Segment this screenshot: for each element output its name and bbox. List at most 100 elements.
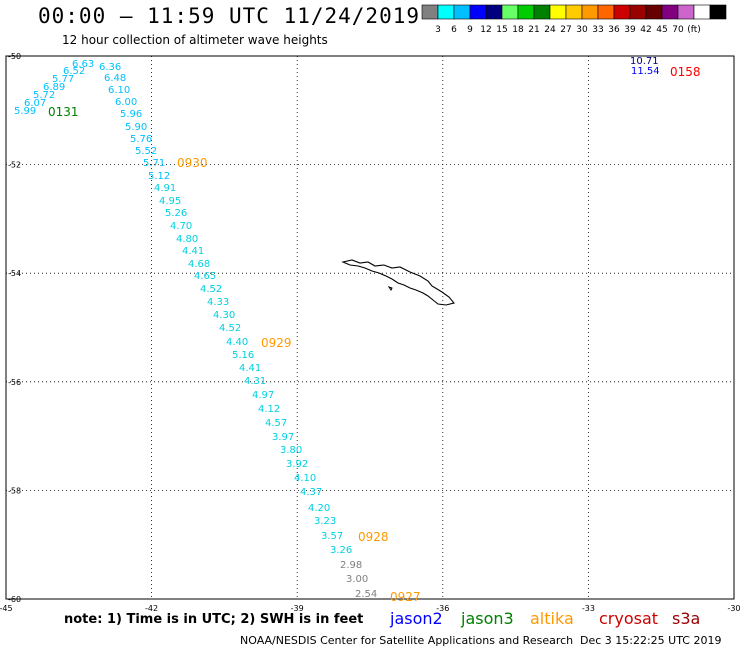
swh-label: 4.10 <box>294 473 316 484</box>
swh-label: 4.33 <box>207 297 229 308</box>
swh-label: 2.54 <box>355 589 377 600</box>
swh-label: 4.52 <box>219 323 241 334</box>
south-georgia-coastline <box>341 259 455 306</box>
islet-outline <box>387 286 393 291</box>
colorbar-label: 33 <box>592 25 603 35</box>
pass-time-label: 0929 <box>261 336 292 350</box>
lon-tick-label: -33 <box>582 604 595 613</box>
swh-label: 10.71 <box>630 56 659 67</box>
colorbar-label: 36 <box>608 25 620 35</box>
swh-label: 3.00 <box>346 574 368 585</box>
swh-label: 5.90 <box>125 122 147 133</box>
swh-label: 6.00 <box>115 97 137 108</box>
swh-label: 11.54 <box>631 66 660 77</box>
footer-note: note: 1) Time is in UTC; 2) SWH is in fe… <box>64 612 364 627</box>
swh-label: 4.31 <box>244 376 266 387</box>
swh-label: 4.91 <box>154 183 176 194</box>
map-subtitle: 12 hour collection of altimeter wave hei… <box>62 33 328 47</box>
swh-label: 4.57 <box>265 418 287 429</box>
colorbar-label: 27 <box>560 25 571 35</box>
lat-tick-label: -50 <box>8 52 21 61</box>
colorbar-label: 39 <box>624 25 636 35</box>
colorbar-label: 42 <box>640 25 651 35</box>
lon-tick-label: -36 <box>436 604 449 613</box>
plot-frame <box>5 55 735 600</box>
colorbar-swatch <box>709 4 727 20</box>
swh-label: 3.26 <box>330 545 352 556</box>
swh-label: 6.89 <box>43 82 65 93</box>
colorbar-label: 24 <box>544 25 556 35</box>
legend-s3a: s3a <box>672 609 701 628</box>
swh-label: 2.98 <box>340 560 362 571</box>
swh-label: 6.48 <box>104 73 126 84</box>
legend-cryosat: cryosat <box>599 609 659 628</box>
swh-label: 4.20 <box>308 503 330 514</box>
pass-time-label: 0158 <box>670 65 701 79</box>
swh-label: 4.41 <box>239 363 261 374</box>
lon-tick-label: -39 <box>291 604 304 613</box>
swh-label: 3.92 <box>286 459 308 470</box>
credit-line: NOAA/NESDIS Center for Satellite Applica… <box>240 634 574 647</box>
colorbar-label: (ft) <box>687 25 701 35</box>
swh-label: 3.57 <box>321 531 343 542</box>
swh-label: 4.12 <box>258 404 280 415</box>
colorbar-label: 12 <box>480 25 491 35</box>
swh-label: 5.71 <box>143 158 165 169</box>
pass-time-label: 0927 <box>390 590 421 604</box>
swh-label: 4.30 <box>213 310 235 321</box>
swh-label: 4.37 <box>300 487 322 498</box>
colorbar-label: 45 <box>656 25 667 35</box>
swh-label: 5.16 <box>232 350 254 361</box>
swh-label: 4.41 <box>182 246 204 257</box>
swh-label: 5.52 <box>135 146 157 157</box>
swh-label: 6.36 <box>99 62 121 73</box>
swh-label: 3.97 <box>272 432 294 443</box>
swh-label: 3.80 <box>280 445 302 456</box>
swh-label: 5.72 <box>33 90 55 101</box>
colorbar-label: 30 <box>576 25 588 35</box>
swh-label: 5.96 <box>120 109 142 120</box>
colorbar-label: 9 <box>467 25 473 35</box>
lat-tick-label: -56 <box>8 378 21 387</box>
lat-tick-label: -54 <box>8 269 21 278</box>
lon-tick-label: -45 <box>0 604 13 613</box>
lat-tick-label: -58 <box>8 486 21 495</box>
color-scale-bar: 3 6 9 12 15 18 21 24 27 30 33 36 39 42 45 70 (ft) <box>421 4 727 35</box>
colorbar-label: 15 <box>496 25 507 35</box>
pass-time-label: 0930 <box>177 156 208 170</box>
swh-label: 4.40 <box>226 337 248 348</box>
legend-altika: altika <box>530 609 574 628</box>
legend-jason2: jason2 <box>390 609 443 628</box>
lon-tick-label: -42 <box>145 604 158 613</box>
swh-label: 6.63 <box>72 59 94 70</box>
swh-label: 4.52 <box>200 284 222 295</box>
swh-label: 4.80 <box>176 234 198 245</box>
swh-label: 4.95 <box>159 196 181 207</box>
swh-label: 5.77 <box>52 74 74 85</box>
lat-tick-label: -52 <box>8 161 21 170</box>
legend-jason3: jason3 <box>461 609 514 628</box>
colorbar-label: 3 <box>435 25 441 35</box>
swh-label: 4.97 <box>252 390 274 401</box>
swh-label: 5.26 <box>165 208 187 219</box>
swh-label: 6.52 <box>63 66 85 77</box>
colorbar-label: 18 <box>512 25 524 35</box>
swh-label: 4.68 <box>188 259 210 270</box>
pass-time-label: 0131 <box>48 105 79 119</box>
swh-label: 4.70 <box>170 221 192 232</box>
map-title: 00:00 — 11:59 UTC 11/24/2019 <box>38 4 421 28</box>
pass-time-label: 0928 <box>358 530 389 544</box>
colorbar-label: 21 <box>528 25 539 35</box>
colorbar-label: 6 <box>451 25 457 35</box>
lat-tick-label: -60 <box>8 595 21 604</box>
swh-label: 5.99 <box>14 106 36 117</box>
swh-label: 5.12 <box>148 171 170 182</box>
swh-label: 6.10 <box>108 85 130 96</box>
swh-label: 4.65 <box>194 271 216 282</box>
generation-timestamp: Dec 3 15:22:25 UTC 2019 <box>580 634 722 647</box>
swh-label: 5.76 <box>130 134 152 145</box>
lon-tick-label: -30 <box>727 604 740 613</box>
colorbar-label: 70 <box>672 25 684 35</box>
swh-label: 3.23 <box>314 516 336 527</box>
